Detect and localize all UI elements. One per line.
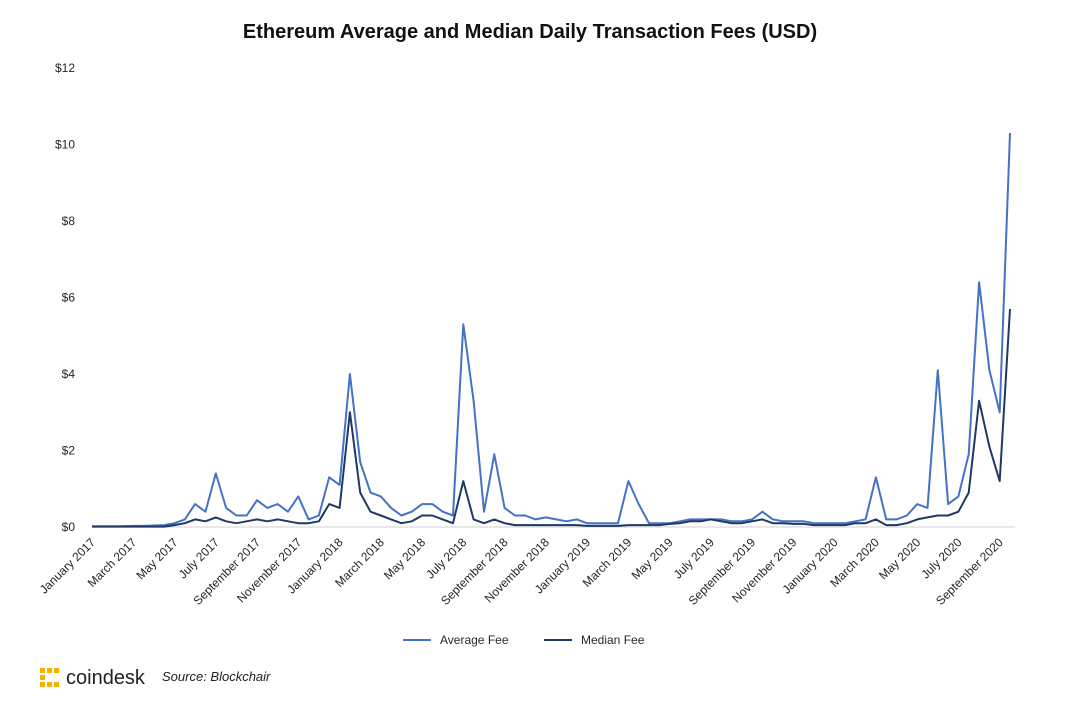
y-tick-label: $8 xyxy=(62,214,76,228)
y-tick-label: $6 xyxy=(62,291,76,305)
line-series xyxy=(92,132,1011,528)
y-tick-label: $12 xyxy=(55,61,75,75)
x-tick-label: May 2018 xyxy=(381,535,428,582)
brand: coindesk xyxy=(66,667,146,689)
x-tick-label: January 2017 xyxy=(37,535,99,597)
y-tick-label: $0 xyxy=(62,520,76,534)
logo xyxy=(40,668,59,687)
y-tick-label: $2 xyxy=(62,444,76,458)
y-tick-label: $10 xyxy=(55,138,75,152)
legend-label: Average Fee xyxy=(440,633,509,647)
legend-label: Median Fee xyxy=(581,633,645,647)
y-tick-label: $4 xyxy=(62,367,76,381)
x-tick-label: May 2019 xyxy=(629,535,676,582)
x-tick-label: May 2017 xyxy=(133,535,180,582)
chart-title: Ethereum Average and Median Daily Transa… xyxy=(243,21,817,43)
source: Source: Blockchair xyxy=(162,669,271,684)
x-tick-label: May 2020 xyxy=(876,535,923,582)
line-series xyxy=(92,308,1011,528)
